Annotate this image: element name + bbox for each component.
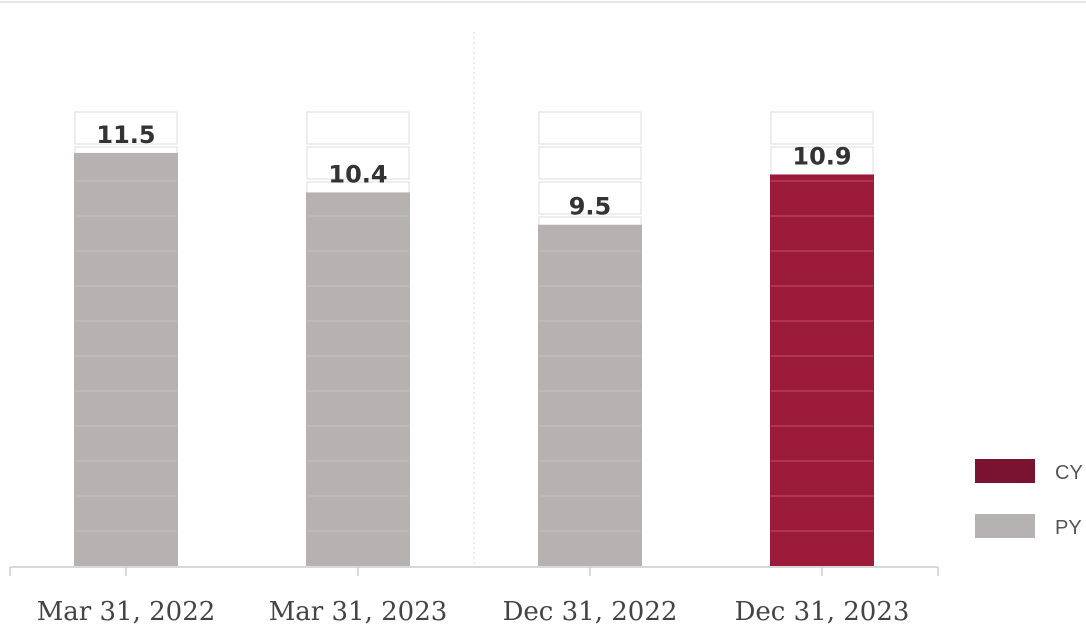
bar-guide-cell bbox=[770, 111, 874, 145]
x-tick-label: Dec 31, 2022 bbox=[503, 597, 678, 627]
bar-value-label: 9.5 bbox=[569, 193, 612, 221]
bar-py-1 bbox=[74, 152, 178, 566]
legend-label-cy: CY bbox=[1055, 462, 1083, 484]
bar-value-label: 10.4 bbox=[328, 160, 387, 188]
bar-labels-group: 11.5 10.4 9.5 10.9 bbox=[96, 121, 851, 221]
x-tick-label: Dec 31, 2023 bbox=[735, 597, 910, 627]
legend-swatch-cy bbox=[975, 459, 1035, 483]
bar-guide-cell bbox=[538, 181, 642, 215]
x-ticks-group: Mar 31, 2022 Mar 31, 2023 Dec 31, 2022 Dec … bbox=[9, 567, 939, 627]
legend-label-py: PY bbox=[1055, 517, 1082, 539]
x-tick-label: Mar 31, 2023 bbox=[269, 597, 448, 627]
bars-group bbox=[74, 111, 874, 566]
bar-py-2 bbox=[306, 192, 410, 566]
x-tick-label: Mar 31, 2022 bbox=[37, 597, 216, 627]
bar-guide-cell bbox=[306, 111, 410, 145]
bar-guide-cell bbox=[538, 146, 642, 180]
bar-value-label: 10.9 bbox=[792, 142, 851, 170]
bar-cy-4 bbox=[770, 174, 874, 566]
bar-guide-cell bbox=[538, 111, 642, 145]
bar-guide-cell bbox=[74, 111, 178, 145]
legend-swatch-py bbox=[975, 514, 1035, 538]
bar-py-3 bbox=[538, 224, 642, 566]
bar-value-label: 11.5 bbox=[96, 121, 155, 149]
legend: CY PY bbox=[975, 459, 1083, 539]
bar-guide-cell bbox=[306, 146, 410, 180]
